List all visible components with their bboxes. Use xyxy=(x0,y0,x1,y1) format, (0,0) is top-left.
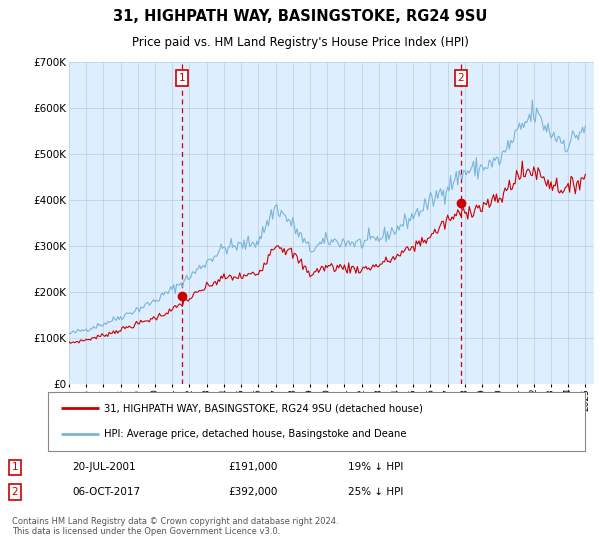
Text: 31, HIGHPATH WAY, BASINGSTOKE, RG24 9SU: 31, HIGHPATH WAY, BASINGSTOKE, RG24 9SU xyxy=(113,9,487,24)
Text: 1: 1 xyxy=(11,463,19,473)
Text: Contains HM Land Registry data © Crown copyright and database right 2024.
This d: Contains HM Land Registry data © Crown c… xyxy=(12,517,338,536)
Text: 2: 2 xyxy=(457,73,464,83)
Text: HPI: Average price, detached house, Basingstoke and Deane: HPI: Average price, detached house, Basi… xyxy=(104,430,407,440)
Text: 06-OCT-2017: 06-OCT-2017 xyxy=(72,487,140,497)
Text: 2: 2 xyxy=(11,487,19,497)
Text: 31, HIGHPATH WAY, BASINGSTOKE, RG24 9SU (detached house): 31, HIGHPATH WAY, BASINGSTOKE, RG24 9SU … xyxy=(104,403,423,413)
Text: £392,000: £392,000 xyxy=(228,487,277,497)
Text: 25% ↓ HPI: 25% ↓ HPI xyxy=(348,487,403,497)
Text: £191,000: £191,000 xyxy=(228,463,277,473)
Text: 20-JUL-2001: 20-JUL-2001 xyxy=(72,463,136,473)
Text: Price paid vs. HM Land Registry's House Price Index (HPI): Price paid vs. HM Land Registry's House … xyxy=(131,36,469,49)
Text: 19% ↓ HPI: 19% ↓ HPI xyxy=(348,463,403,473)
Text: 1: 1 xyxy=(178,73,185,83)
